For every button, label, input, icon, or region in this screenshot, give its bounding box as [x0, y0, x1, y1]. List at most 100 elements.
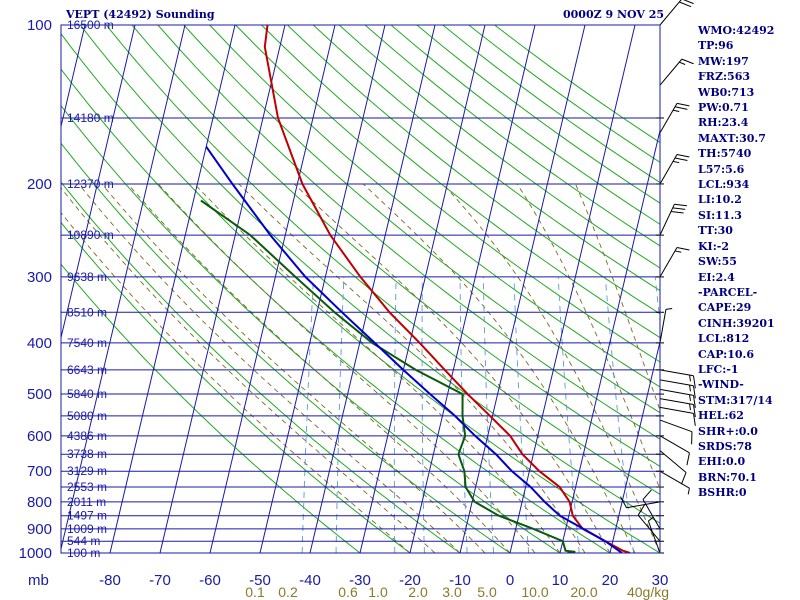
moist-adiabat-line	[157, 183, 536, 553]
wind-barb-staff	[659, 379, 694, 387]
wind-barb-flag	[692, 413, 696, 426]
index-item: BSHR:0	[698, 486, 747, 500]
mixing-ratio-label: 2.0	[408, 584, 428, 600]
mixing-ratio-label: 0.2	[278, 584, 298, 600]
wind-barb-flag	[620, 496, 627, 508]
mixing-ratio-lines	[301, 276, 660, 553]
temperature-tick-label: -60	[199, 572, 221, 589]
moist-adiabat-line	[101, 183, 486, 553]
plot-frame	[60, 24, 661, 554]
temperature-tick-label: -50	[249, 572, 271, 589]
pressure-tick-label: 1000	[19, 545, 52, 562]
moist-adiabat-line	[194, 183, 561, 553]
height-label: 1009 m	[67, 522, 107, 536]
wind-barb-half-flag	[689, 394, 691, 401]
index-item: MAXT:30.7	[698, 131, 766, 145]
mixing-ratio-line	[301, 276, 314, 553]
height-label: 544 m	[67, 534, 100, 548]
mixing-ratio-label: 0.1	[245, 584, 265, 600]
height-label: 7540 m	[67, 336, 107, 350]
index-item: CINH:39201	[698, 316, 775, 330]
pressure-tick-label: 900	[27, 521, 52, 538]
parcel-series-line	[205, 146, 623, 553]
chart-title: VEPT (42492) Sounding	[66, 8, 215, 21]
moist-adiabat-line	[61, 212, 411, 553]
dry-adiabat-line	[105, 25, 660, 495]
pressure-tick-label: 200	[27, 176, 52, 193]
wind-barb-staff	[642, 499, 661, 530]
wind-barb-flag	[679, 1, 692, 8]
mixing-ratio-label: 5.0	[477, 584, 497, 600]
pressure-unit-label: mb	[28, 572, 49, 589]
wind-barb-half-flag	[689, 385, 691, 392]
index-item: LFC:-1	[698, 362, 739, 376]
height-label: 9638 m	[67, 270, 107, 284]
isotherm-line	[61, 25, 86, 129]
moist-adiabat-line	[293, 183, 611, 553]
wind-barb-half-flag	[689, 375, 691, 382]
isotherm-line	[559, 128, 660, 553]
pressure-tick-label: 400	[27, 335, 52, 352]
isotherm-line	[459, 25, 586, 553]
temperature-tick-label: -80	[99, 572, 121, 589]
isotherm-line	[61, 25, 136, 340]
mixing-ratio-label: 40g/kg	[627, 584, 669, 600]
isotherm-line	[359, 25, 486, 553]
pressure-tick-label: 300	[27, 269, 52, 286]
height-label: 14180 m	[67, 111, 114, 125]
wind-barb-flag	[686, 452, 690, 466]
isotherm-line	[509, 25, 636, 553]
moist-adiabat-line	[516, 183, 660, 491]
index-item: CAPE:29	[698, 301, 752, 315]
isotherm-line	[159, 25, 286, 553]
wind-barb-staff	[659, 369, 694, 377]
mixing-ratio-line	[393, 276, 397, 553]
index-item: CAP:10.6	[698, 347, 755, 361]
wind-barb-flag	[692, 385, 696, 399]
temperature-tick-label: -30	[349, 572, 371, 589]
index-item: FRZ:563	[698, 70, 751, 84]
wind-barb-staff	[659, 398, 694, 405]
isotherm-line	[259, 25, 386, 553]
height-label: 3738 m	[67, 447, 107, 461]
index-item: SW:55	[698, 255, 737, 269]
index-item: SI:11.3	[698, 208, 742, 222]
wind-barb-staff	[659, 58, 683, 86]
wind-barb-half-flag	[674, 250, 682, 253]
wind-barb-flag	[676, 246, 690, 251]
wind-barb-flag	[692, 404, 696, 418]
mixing-ratio-label: 20.0	[570, 584, 597, 600]
mixing-ratio-label: 0.6	[338, 584, 358, 600]
height-label: 5840 m	[67, 387, 107, 401]
wind-barbs	[620, 0, 696, 554]
temperature-tick-label: 20	[602, 572, 619, 589]
wind-barb-half-flag	[672, 109, 680, 113]
wind-barb-staff	[659, 309, 667, 343]
isotherm-line	[409, 25, 536, 553]
wind-barb-flag	[674, 203, 687, 207]
wind-barb-half-flag	[687, 488, 690, 495]
mixing-ratio-line	[482, 276, 495, 553]
mixing-ratio-line	[335, 276, 345, 553]
index-item: TT:30	[698, 224, 733, 238]
index-item: SHR+:0.0	[698, 424, 758, 438]
height-label: 10890 m	[67, 228, 114, 242]
wind-barb-staff	[626, 501, 661, 509]
moist-adiabat-line	[61, 187, 436, 553]
index-item: BRN:70.1	[698, 470, 757, 484]
wind-barb-staff	[637, 514, 661, 542]
wind-barb-flag	[670, 211, 684, 214]
height-label: 2011 m	[67, 495, 106, 509]
isotherm-line	[309, 25, 436, 553]
height-label: 4386 m	[67, 429, 107, 443]
wind-barb-flag	[674, 157, 688, 161]
wind-barb-flag	[683, 0, 694, 5]
wind-barb-staff	[659, 154, 678, 185]
temperature-tick-label: -20	[399, 572, 421, 589]
index-item: RH:23.4	[698, 116, 749, 130]
wind-barb-staff	[659, 204, 675, 236]
stability-index-list: WMO:42492 TP:96 MW:197 FRZ:563 WB0:713 PW:0.7…	[698, 23, 775, 501]
moist-adiabat-line	[575, 183, 660, 412]
height-label: 6643 m	[67, 363, 107, 377]
